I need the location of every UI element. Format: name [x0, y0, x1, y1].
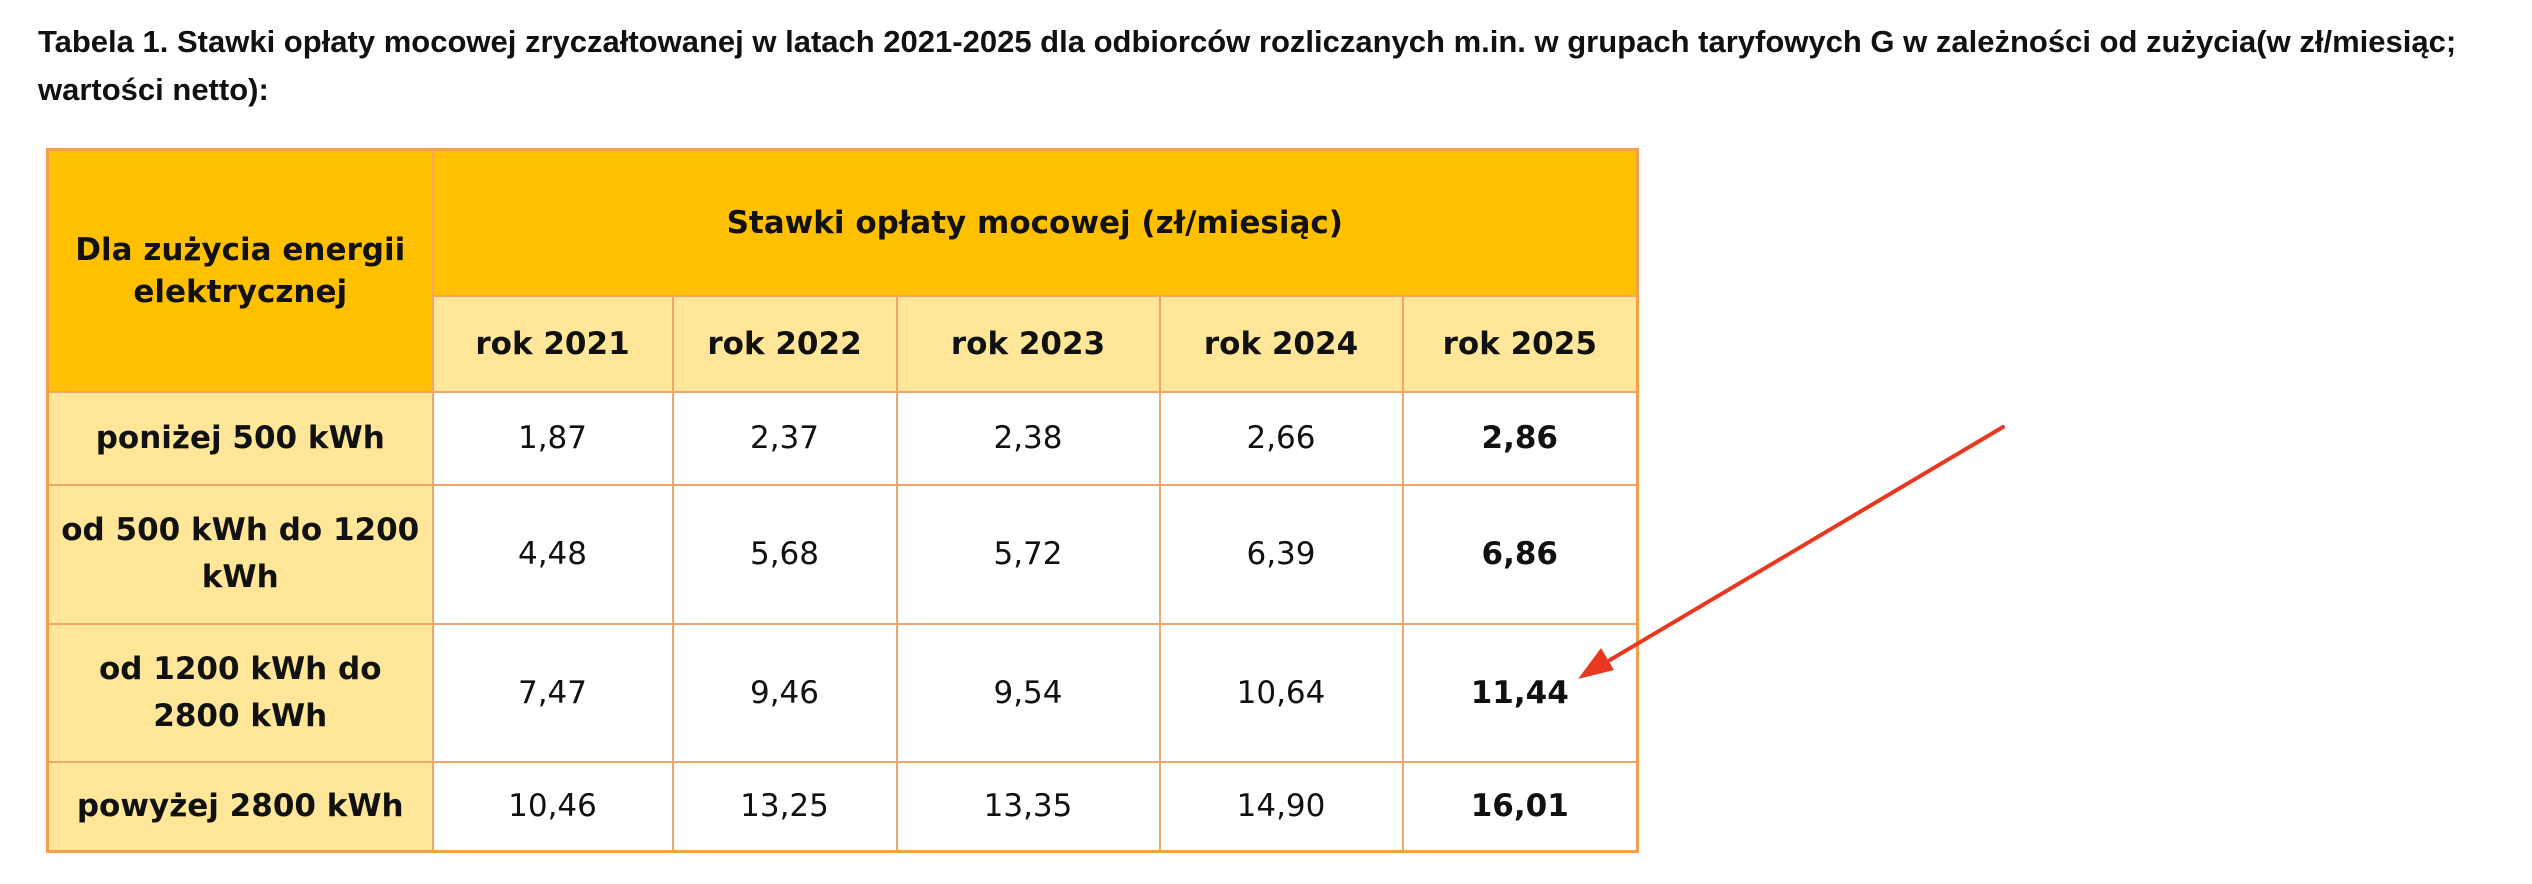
- table-cell: 9,46: [671, 622, 898, 763]
- table-cell: 2,38: [895, 390, 1161, 486]
- table-cell: 13,25: [671, 760, 898, 853]
- table-cell: 2,37: [671, 390, 898, 486]
- year-header: rok 2025: [1401, 294, 1639, 393]
- year-header: rok 2024: [1158, 294, 1404, 393]
- table-cell: 4,48: [431, 483, 674, 625]
- table-row: powyżej 2800 kWh 10,46 13,25 13,35 14,90…: [46, 760, 1639, 853]
- table-cell: 5,72: [895, 483, 1161, 625]
- table-cell: 10,46: [431, 760, 674, 853]
- table-row: od 500 kWh do 1200 kWh 4,48 5,68 5,72 6,…: [46, 483, 1639, 625]
- row-header: Dla zużycia energii elektrycznej: [46, 148, 434, 393]
- table-caption: Tabela 1. Stawki opłaty mocowej zryczałt…: [38, 24, 2457, 107]
- rates-table: Dla zużycia energii elektrycznej Stawki …: [46, 148, 1640, 853]
- year-header: rok 2022: [671, 294, 898, 393]
- table-cell: 9,54: [895, 622, 1161, 763]
- table-cell: 2,66: [1158, 390, 1404, 486]
- row-label: powyżej 2800 kWh: [46, 760, 434, 853]
- table-cell-2025: 6,86: [1401, 483, 1639, 625]
- table-cell-2025: 16,01: [1401, 760, 1639, 853]
- table-row: od 1200 kWh do 2800 kWh 7,47 9,46 9,54 1…: [46, 622, 1639, 763]
- row-label: poniżej 500 kWh: [46, 390, 434, 486]
- table-cell: 1,87: [431, 390, 674, 486]
- table-cell-2025: 2,86: [1401, 390, 1639, 486]
- table-cell-2025: 11,44: [1401, 622, 1639, 763]
- table-cell: 14,90: [1158, 760, 1404, 853]
- row-label: od 500 kWh do 1200 kWh: [46, 483, 434, 625]
- table-row: poniżej 500 kWh 1,87 2,37 2,38 2,66 2,86: [46, 390, 1639, 486]
- year-header: rok 2021: [431, 294, 674, 393]
- year-header: rok 2023: [895, 294, 1161, 393]
- table-cell: 6,39: [1158, 483, 1404, 625]
- table-cell: 5,68: [671, 483, 898, 625]
- table-cell: 13,35: [895, 760, 1161, 853]
- table-cell: 7,47: [431, 622, 674, 763]
- row-label: od 1200 kWh do 2800 kWh: [46, 622, 434, 763]
- table-cell: 10,64: [1158, 622, 1404, 763]
- group-header: Stawki opłaty mocowej (zł/miesiąc): [431, 148, 1639, 297]
